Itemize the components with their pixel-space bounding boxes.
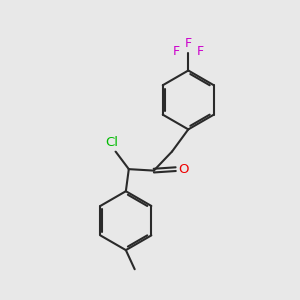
Text: O: O <box>178 163 188 176</box>
Text: F: F <box>185 37 192 50</box>
Text: F: F <box>172 45 179 58</box>
Text: F: F <box>197 45 204 58</box>
Text: Cl: Cl <box>106 136 118 149</box>
